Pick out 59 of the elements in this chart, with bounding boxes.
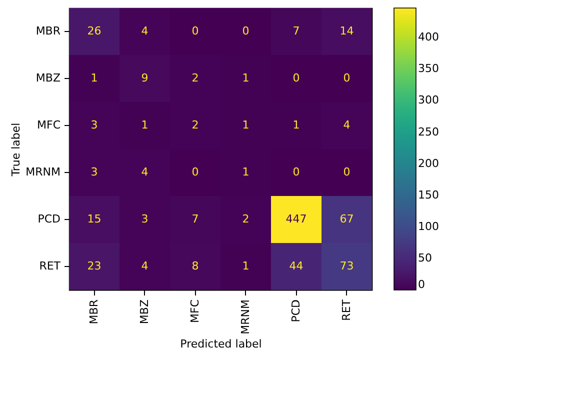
data-label: 44 <box>289 260 304 272</box>
data-label: 1 <box>141 118 148 132</box>
data-label: 0 <box>343 72 350 84</box>
data-label: 26 <box>87 24 102 38</box>
data-label: 67 <box>340 212 354 226</box>
data-label: 447 <box>286 212 307 226</box>
data-label: 4 <box>343 118 350 132</box>
data-label: 14 <box>340 24 354 38</box>
data-label: 1 <box>242 118 250 132</box>
x-tick-label: MBZ <box>138 299 151 324</box>
color-bar-label: 300 <box>418 94 439 107</box>
color-bar-label: 100 <box>418 220 439 233</box>
data-label: 8 <box>192 260 199 272</box>
data-label: 3 <box>141 212 148 226</box>
y-tick-label: MBZ <box>36 72 61 84</box>
y-tick-label: MRNM <box>26 166 60 178</box>
x-tick-label: MBR <box>87 299 100 324</box>
color-bar-label: 350 <box>418 62 439 76</box>
data-label: 0 <box>242 24 250 38</box>
y-axis-title: True label <box>10 122 23 178</box>
data-label: 1 <box>242 166 250 178</box>
data-label: 0 <box>292 166 300 178</box>
data-label: 15 <box>87 212 102 226</box>
data-label: 1 <box>292 118 300 132</box>
color-bar-label: 400 <box>418 30 439 44</box>
data-label: 1 <box>242 72 250 84</box>
data-label: 7 <box>292 24 300 38</box>
data-label: 2 <box>192 72 199 84</box>
data-label: 3 <box>90 118 98 132</box>
data-label: 0 <box>192 166 199 178</box>
data-label: 0 <box>343 166 350 178</box>
x-tick-label: RET <box>340 299 353 321</box>
data-label: 2 <box>242 212 250 226</box>
data-label: 73 <box>340 260 354 272</box>
data-label: 3 <box>90 166 98 178</box>
y-tick-label: RET <box>39 260 61 272</box>
color-bar-label: 200 <box>418 156 439 170</box>
color-bar-label: 50 <box>418 251 432 264</box>
y-tick-label: MBR <box>36 24 61 38</box>
data-label: 2 <box>192 118 199 132</box>
color-bar-label: 0 <box>418 278 425 291</box>
x-tick-label: MFC <box>188 299 202 323</box>
color-bar-label: 250 <box>418 125 439 138</box>
y-tick-label: MFC <box>37 118 61 132</box>
data-label: 23 <box>87 260 102 272</box>
x-tick-label: PCD <box>289 300 302 322</box>
data-label: 4 <box>141 24 148 38</box>
data-label: 0 <box>192 24 199 38</box>
data-label: 1 <box>90 72 98 84</box>
color-bar-label: 150 <box>418 188 439 202</box>
data-label: 9 <box>141 72 148 84</box>
y-tick-label: PCD <box>38 212 60 226</box>
data-label: 7 <box>192 212 199 226</box>
data-label: 4 <box>141 166 148 178</box>
data-label: 1 <box>242 260 250 272</box>
data-label: 4 <box>141 260 148 272</box>
x-tick-label: MRNM <box>238 300 252 334</box>
data-label: 0 <box>292 72 300 84</box>
x-axis-title: Predicted label <box>180 337 262 350</box>
